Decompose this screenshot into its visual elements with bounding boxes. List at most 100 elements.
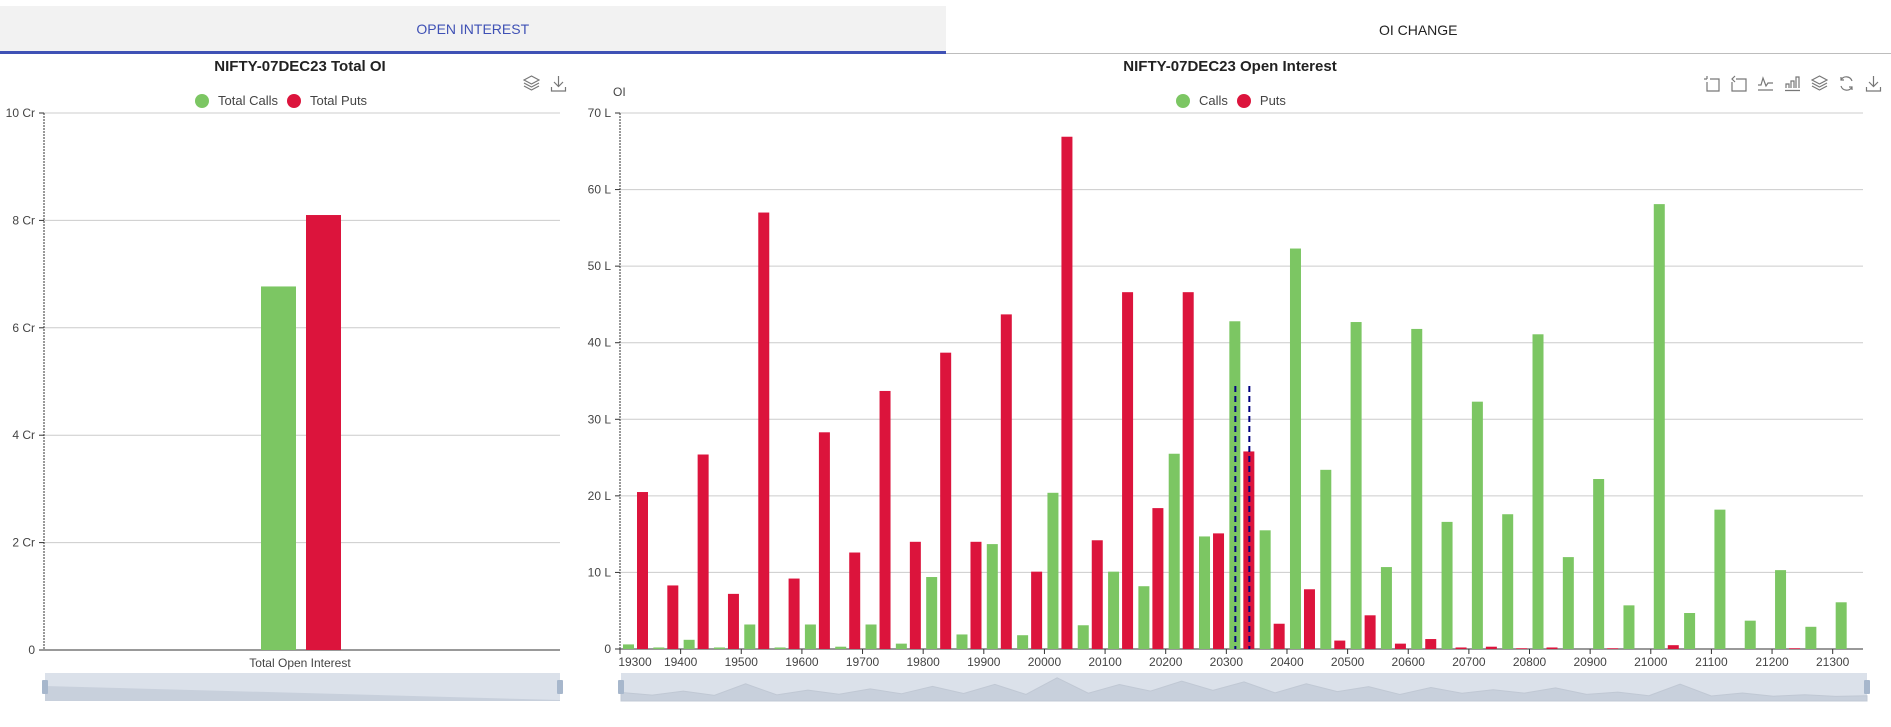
x-tick-label: 19500 (725, 655, 759, 669)
bar-puts-19700[interactable] (879, 390, 891, 649)
data-zoom-handle-left[interactable] (618, 680, 624, 694)
legend-total-puts[interactable]: Total Puts (286, 93, 367, 108)
bar-puts-21200[interactable] (1789, 648, 1801, 649)
bar-puts-19450[interactable] (727, 593, 739, 649)
bar-calls-20450[interactable] (1320, 469, 1332, 649)
bar-calls-20300[interactable] (1229, 321, 1241, 649)
bar-calls-19650[interactable] (835, 646, 847, 649)
bar-puts-19650[interactable] (849, 552, 861, 649)
bar-calls-20950[interactable] (1623, 605, 1635, 649)
bar-puts-19900[interactable] (1000, 314, 1012, 649)
bar-calls-20150[interactable] (1138, 586, 1150, 649)
data-zoom-handle-right[interactable] (1864, 680, 1870, 694)
download-icon[interactable] (1864, 74, 1883, 93)
bar-calls-20700[interactable] (1471, 401, 1483, 649)
bar-calls-21100[interactable] (1714, 509, 1726, 649)
bar-calls-19300[interactable] (623, 644, 634, 649)
bar-calls-20050[interactable] (1077, 625, 1089, 649)
zoom-icon[interactable] (1702, 74, 1721, 93)
bar-calls-21150[interactable] (1744, 620, 1756, 649)
bar-calls-21300[interactable] (1835, 602, 1847, 649)
bar-puts-19600[interactable] (818, 432, 830, 649)
bar-puts-21000[interactable] (1667, 645, 1679, 649)
bar-calls-19600[interactable] (804, 624, 816, 649)
legend-total-calls[interactable]: Total Calls (195, 93, 278, 108)
bar-calls-20900[interactable] (1593, 479, 1605, 649)
x-tick-label: 20300 (1210, 655, 1244, 669)
bar-puts-19800[interactable] (940, 352, 952, 649)
bar-calls-21250[interactable] (1805, 626, 1817, 649)
bar-calls-20650[interactable] (1441, 521, 1453, 649)
bar-calls-19800[interactable] (926, 577, 938, 649)
bar-chart-icon[interactable] (1783, 74, 1802, 93)
bar-calls-21200[interactable] (1775, 570, 1787, 649)
legend-puts[interactable]: Puts (1236, 93, 1286, 108)
bar-calls-19950[interactable] (1017, 635, 1029, 649)
bar-puts-20400[interactable] (1303, 589, 1315, 649)
bar-puts-19350[interactable] (667, 585, 679, 649)
bar-puts-20100[interactable] (1122, 292, 1134, 649)
bar-puts-19550[interactable] (788, 578, 800, 649)
legend-calls[interactable]: Calls (1176, 93, 1228, 108)
restore-icon[interactable] (1837, 74, 1856, 93)
zoom-reset-icon[interactable] (1729, 74, 1748, 93)
bar-puts-20250[interactable] (1213, 533, 1225, 649)
bar-calls-19700[interactable] (865, 624, 877, 649)
bar-puts-20050[interactable] (1091, 540, 1103, 649)
legend-label: Total Calls (218, 93, 278, 108)
bar-puts-20750[interactable] (1516, 648, 1528, 649)
bar-calls-21050[interactable] (1684, 613, 1696, 649)
bar-calls-20350[interactable] (1259, 530, 1271, 649)
bar-puts-20500[interactable] (1364, 615, 1376, 649)
bar-puts-19750[interactable] (909, 541, 921, 649)
bar-calls-19900[interactable] (986, 544, 998, 649)
bar-puts-20700[interactable] (1485, 646, 1497, 649)
bar-puts-20800[interactable] (1546, 647, 1558, 649)
stack-icon[interactable] (522, 74, 541, 93)
bar-calls-20550[interactable] (1380, 567, 1392, 649)
bar-puts-19400[interactable] (697, 454, 709, 649)
data-zoom-handle-left[interactable] (42, 680, 48, 694)
bar-calls-20600[interactable] (1411, 328, 1423, 649)
bar-calls-20500[interactable] (1350, 322, 1362, 649)
bar-calls-20750[interactable] (1502, 514, 1514, 649)
bar-puts-20600[interactable] (1425, 639, 1437, 649)
x-tick-label: 20200 (1149, 655, 1183, 669)
bar-calls-19450[interactable] (713, 647, 725, 649)
bar-puts-19500[interactable] (758, 212, 770, 649)
download-icon[interactable] (549, 74, 568, 93)
bar-puts-20450[interactable] (1334, 640, 1346, 649)
line-chart-icon[interactable] (1756, 74, 1775, 93)
bar-puts-20650[interactable] (1455, 647, 1467, 649)
bar-puts-20150[interactable] (1152, 508, 1164, 649)
bar-calls-19850[interactable] (956, 634, 968, 649)
bar-calls-20250[interactable] (1199, 536, 1211, 649)
bar-calls-20800[interactable] (1532, 334, 1544, 649)
bar-calls-20100[interactable] (1108, 571, 1120, 649)
bar-puts-20200[interactable] (1182, 292, 1194, 649)
bar-calls-20000[interactable] (1047, 492, 1059, 649)
bar-puts-19850[interactable] (970, 541, 982, 649)
bar-calls-19500[interactable] (744, 624, 756, 649)
data-zoom-handle-right[interactable] (557, 680, 563, 694)
bar-calls-19550[interactable] (774, 647, 786, 649)
bar-puts-20000[interactable] (1061, 136, 1073, 649)
bar-calls-20400[interactable] (1289, 248, 1301, 649)
bar-calls-19400[interactable] (683, 639, 695, 649)
bar-puts-19950[interactable] (1031, 571, 1043, 649)
bar-puts-20350[interactable] (1273, 623, 1285, 649)
bar-total-calls[interactable] (261, 286, 296, 650)
bar-calls-21000[interactable] (1653, 204, 1665, 649)
stack-icon[interactable] (1810, 74, 1829, 93)
bar-calls-19750[interactable] (895, 643, 907, 649)
tab-oi-change[interactable]: OI CHANGE (945, 6, 1891, 54)
bar-calls-20200[interactable] (1168, 453, 1180, 649)
tab-open-interest[interactable]: OPEN INTEREST (0, 6, 946, 54)
bar-puts-20900[interactable] (1607, 648, 1619, 649)
bar-puts-19300[interactable] (637, 492, 648, 649)
bar-calls-20850[interactable] (1562, 557, 1574, 649)
bar-puts-20550[interactable] (1394, 643, 1406, 649)
bar-total-puts[interactable] (306, 215, 341, 650)
y-tick-label: 10 Cr (6, 106, 35, 120)
bar-calls-19350[interactable] (653, 647, 665, 649)
